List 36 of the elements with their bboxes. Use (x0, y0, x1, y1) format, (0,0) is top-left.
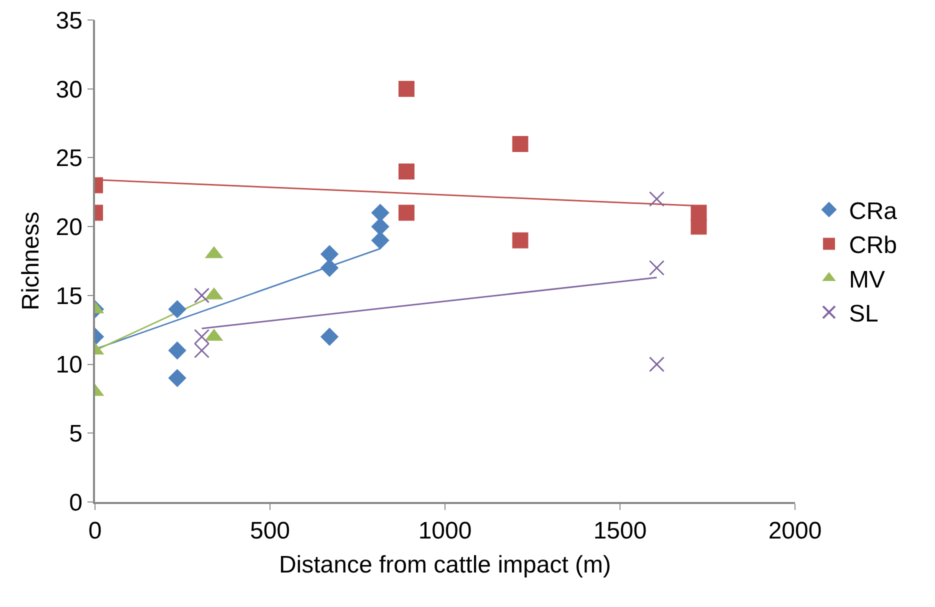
y-tick-label: 10 (56, 352, 82, 379)
point (320, 328, 339, 346)
point (168, 341, 186, 360)
point (649, 191, 664, 207)
point (194, 342, 210, 358)
x-tick-label: 2000 (768, 518, 822, 545)
x-axis-title: Distance from cattle impact (m) (278, 551, 612, 578)
legend-label: MV (849, 266, 885, 294)
point (168, 368, 186, 388)
point (194, 328, 210, 344)
y-axis-title: Richness (17, 212, 44, 310)
point (690, 218, 707, 235)
legend-label: CRb (849, 232, 898, 260)
y-tick-label: 30 (56, 76, 82, 104)
y-tick-label: 35 (56, 7, 82, 34)
point (398, 80, 414, 97)
legend-label: SL (849, 300, 878, 328)
x-tick-label: 500 (250, 518, 290, 545)
point (398, 204, 414, 221)
y-tick-label: 20 (56, 214, 82, 241)
y-tick-label: 5 (69, 420, 82, 448)
y-tick-label: 25 (56, 145, 82, 172)
point (194, 288, 210, 304)
x-tick-label: 0 (88, 518, 102, 545)
point (649, 356, 664, 372)
point (168, 300, 186, 318)
point (371, 204, 390, 222)
x-tick-label: 1000 (418, 518, 472, 545)
y-tick-label: 0 (69, 489, 82, 516)
legend-label: CRa (849, 198, 898, 225)
point (512, 232, 528, 248)
point (398, 163, 414, 180)
x-tick-label: 1500 (593, 518, 647, 545)
point (649, 260, 664, 276)
y-tick-label: 15 (56, 282, 82, 310)
point (512, 136, 528, 152)
